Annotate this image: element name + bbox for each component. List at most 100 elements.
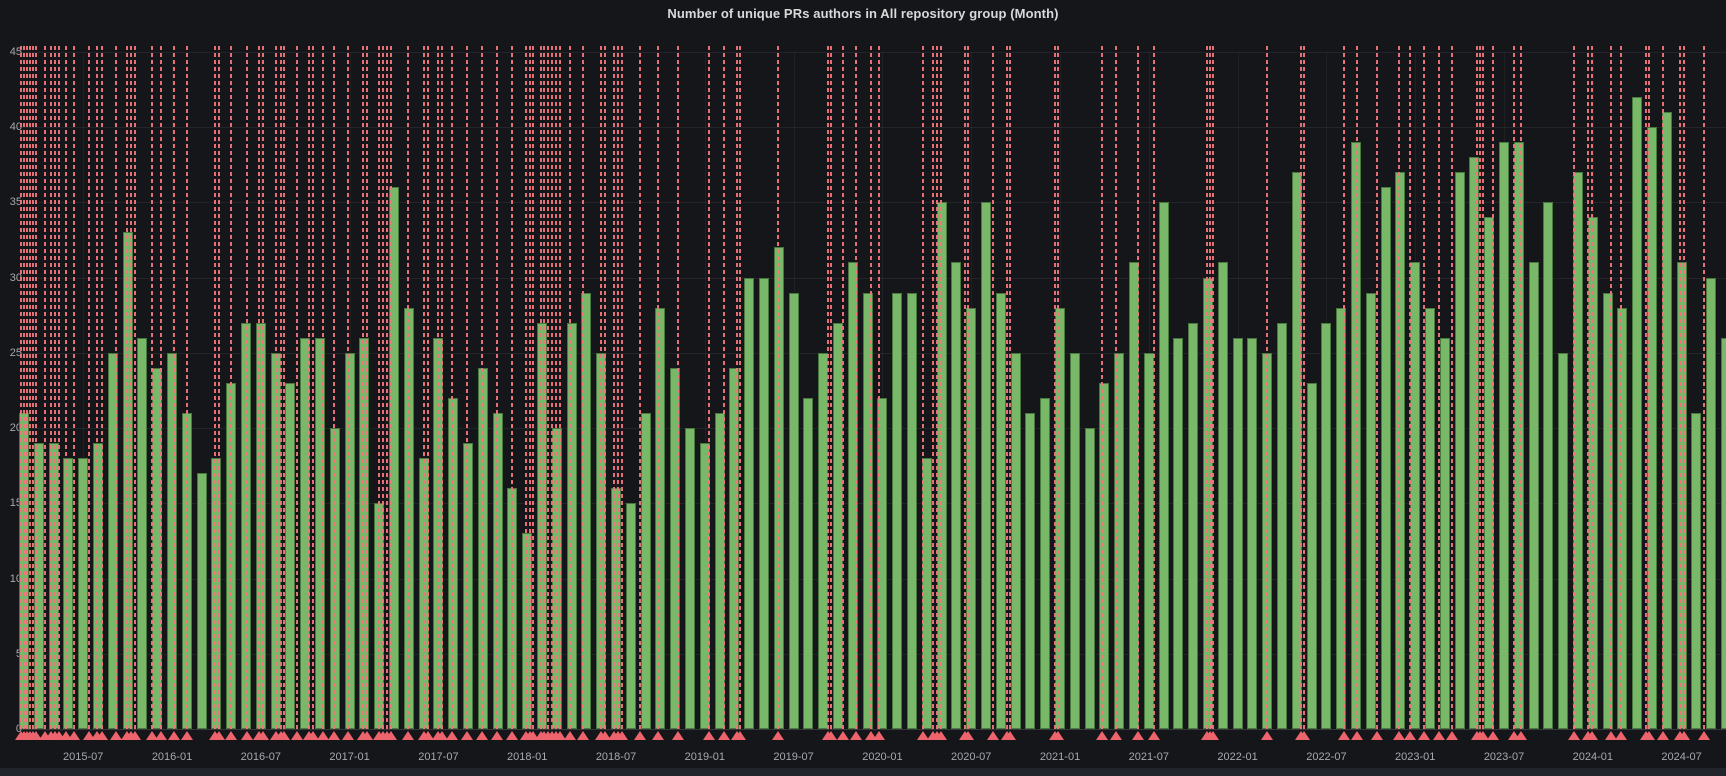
annotation-marker[interactable] [1351,731,1363,740]
bar[interactable] [788,292,799,729]
bar[interactable] [1513,142,1524,729]
annotation-marker[interactable] [917,731,929,740]
annotation-marker[interactable] [1487,731,1499,740]
bar[interactable] [1277,322,1287,729]
bar[interactable] [1306,382,1317,729]
bar[interactable] [625,503,636,729]
annotation-marker[interactable] [422,731,434,740]
bar[interactable] [359,337,370,729]
annotation-marker[interactable] [181,731,193,740]
annotation-marker[interactable] [1477,731,1489,740]
bar[interactable] [1632,96,1643,729]
bar[interactable] [566,322,577,729]
bar[interactable] [744,277,755,729]
bar[interactable] [1617,307,1628,729]
bar[interactable] [1425,307,1435,729]
bar[interactable] [1676,262,1687,729]
bar[interactable] [137,337,148,729]
annotation-marker[interactable] [1404,731,1416,740]
bar[interactable] [1380,187,1391,729]
bar[interactable] [107,352,118,729]
annotation-marker[interactable] [1615,731,1627,740]
bar[interactable] [1084,428,1095,729]
bar[interactable] [1040,397,1051,729]
annotation-marker[interactable] [1433,731,1445,740]
bar[interactable] [1010,352,1021,729]
bar[interactable] [1188,322,1199,729]
bar[interactable] [344,352,355,729]
bar[interactable] [196,473,207,729]
bar[interactable] [255,322,266,729]
annotation-marker[interactable] [257,731,269,740]
bar[interactable] [1232,337,1243,729]
bar[interactable] [315,337,325,729]
annotation-marker[interactable] [1393,731,1405,740]
annotation-marker[interactable] [60,731,72,740]
annotation-marker[interactable] [1586,731,1598,740]
bar[interactable] [995,292,1006,729]
bar[interactable] [1173,337,1184,729]
annotation-marker[interactable] [155,731,167,740]
annotation-marker[interactable] [1657,731,1669,740]
annotation-marker[interactable] [734,731,746,740]
annotation-marker[interactable] [1698,731,1710,740]
annotation-marker[interactable] [96,731,108,740]
annotation-marker[interactable] [1678,731,1690,740]
annotation-marker[interactable] [436,731,448,740]
annotation-marker[interactable] [402,731,414,740]
bar[interactable] [1439,337,1450,729]
bar[interactable] [1395,172,1406,729]
bar[interactable] [892,292,903,729]
annotation-marker[interactable] [837,731,849,740]
bar[interactable] [1499,142,1509,729]
bar[interactable] [463,443,473,729]
annotation-marker[interactable] [213,731,225,740]
annotation-marker[interactable] [825,731,837,740]
bar[interactable] [78,458,89,729]
bar[interactable] [759,277,769,729]
annotation-marker[interactable] [1643,731,1655,740]
bar[interactable] [655,307,666,729]
bar[interactable] [1558,352,1569,729]
bar[interactable] [981,202,991,729]
annotation-marker[interactable] [564,731,576,740]
annotation-marker[interactable] [616,731,628,740]
bar[interactable] [63,458,74,729]
annotation-marker[interactable] [1605,731,1617,740]
annotation-marker[interactable] [873,731,885,740]
bar[interactable] [285,382,296,729]
annotation-marker[interactable] [317,731,329,740]
annotation-marker[interactable] [850,731,862,740]
annotation-marker[interactable] [1110,731,1122,740]
bar[interactable] [1158,202,1169,729]
bar[interactable] [581,292,592,729]
bar[interactable] [640,412,651,729]
bar[interactable] [1454,172,1465,729]
annotation-marker[interactable] [1418,731,1430,740]
annotation-marker[interactable] [68,731,80,740]
annotation-marker[interactable] [1508,731,1520,740]
bar[interactable] [877,397,888,729]
bar[interactable] [537,322,547,729]
annotation-marker[interactable] [1298,731,1310,740]
bar[interactable] [951,262,962,729]
annotation-marker[interactable] [1207,731,1219,740]
annotation-marker[interactable] [1446,731,1458,740]
annotation-marker[interactable] [1132,731,1144,740]
annotation-marker[interactable] [527,731,539,740]
annotation-marker[interactable] [718,731,730,740]
annotation-marker[interactable] [291,731,303,740]
bar[interactable] [1321,322,1332,729]
bar[interactable] [670,367,681,729]
bar[interactable] [611,488,621,729]
annotation-marker[interactable] [83,731,95,740]
bar[interactable] [729,367,740,729]
bar[interactable] [685,428,695,729]
annotation-marker[interactable] [935,731,947,740]
annotation-marker[interactable] [1148,731,1160,740]
annotation-marker[interactable] [1568,731,1580,740]
annotation-marker[interactable] [599,731,611,740]
annotation-marker[interactable] [110,731,122,740]
bar[interactable] [862,292,873,729]
bar[interactable] [803,397,814,729]
